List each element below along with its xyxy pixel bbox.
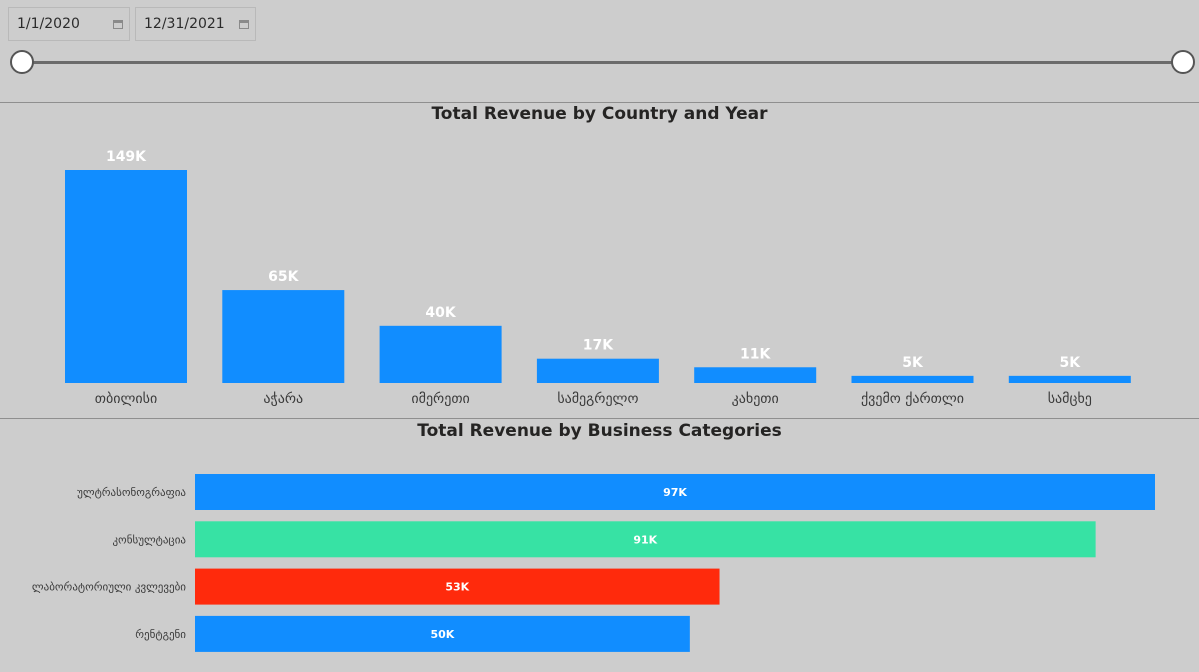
- start-date-value: 1/1/2020: [17, 16, 80, 32]
- calendar-icon[interactable]: [239, 19, 249, 29]
- category-revenue-chart: 97K ულტრასონოგრაფია 91K კონსულტაცია 53K ლაბორ…: [32, 474, 1155, 652]
- category-chart-title: Total Revenue by Business Categories: [417, 421, 782, 441]
- x-tick-label: ქვემო ქართლი: [861, 390, 964, 407]
- hbar-4[interactable]: [195, 615, 690, 652]
- date-range-slider-track[interactable]: [22, 61, 1183, 64]
- bar-2[interactable]: [222, 290, 345, 383]
- x-tick-label: იმერეთი: [411, 390, 469, 407]
- slider-end-handle[interactable]: [1171, 50, 1195, 74]
- hbar-data-label: 91K: [633, 533, 657, 546]
- bar-data-label: 11K: [740, 346, 771, 362]
- calendar-icon[interactable]: [113, 19, 123, 29]
- x-tick-label: კახეთი: [732, 391, 779, 407]
- end-date-value: 12/31/2021: [144, 16, 225, 32]
- bar-6[interactable]: [851, 375, 974, 383]
- y-tick-label: ლაბორატორიული კვლევები: [32, 581, 186, 594]
- y-tick-label: კონსულტაცია: [112, 533, 186, 546]
- section-divider: [0, 102, 1199, 103]
- x-tick-label: სამეგრელო: [557, 390, 638, 407]
- end-date-input[interactable]: 12/31/2021: [135, 7, 256, 41]
- start-date-input[interactable]: 1/1/2020: [8, 7, 130, 41]
- bar-7[interactable]: [1008, 375, 1131, 383]
- bar-data-label: 65K: [268, 269, 299, 285]
- country-revenue-chart: 149K თბილისი 65K აჭარა 40K იმერეთი 17K სამეგრელ…: [65, 149, 1131, 407]
- bar-data-label: 40K: [425, 305, 456, 321]
- bar-4[interactable]: [536, 358, 659, 383]
- y-tick-label: ულტრასონოგრაფია: [77, 486, 186, 499]
- bar-data-label: 149K: [106, 149, 147, 165]
- section-divider: [0, 418, 1199, 419]
- bar-data-label: 17K: [583, 338, 614, 354]
- hbar-2[interactable]: [195, 521, 1096, 558]
- hbar-3[interactable]: [195, 568, 720, 605]
- x-tick-label: თბილისი: [95, 391, 157, 407]
- hbar-data-label: 53K: [445, 581, 469, 594]
- bar-data-label: 5K: [902, 355, 924, 371]
- hbar-data-label: 50K: [431, 628, 455, 641]
- x-tick-label: აჭარა: [263, 390, 303, 407]
- x-tick-label: სამცხე: [1048, 391, 1092, 407]
- bar-1[interactable]: [65, 170, 187, 383]
- slider-start-handle[interactable]: [10, 50, 34, 74]
- hbar-data-label: 97K: [663, 486, 687, 499]
- hbar-1[interactable]: [195, 474, 1155, 510]
- y-tick-label: რენტგენი: [135, 628, 186, 641]
- bar-5[interactable]: [694, 367, 817, 383]
- bar-3[interactable]: [379, 325, 502, 383]
- country-chart-title: Total Revenue by Country and Year: [431, 104, 768, 124]
- bar-data-label: 5K: [1060, 355, 1082, 371]
